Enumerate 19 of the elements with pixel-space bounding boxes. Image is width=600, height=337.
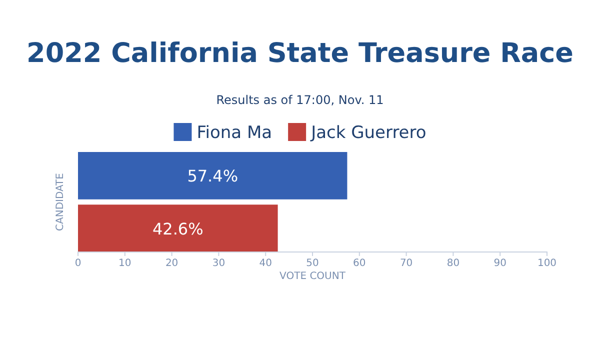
data-label: 42.6% [152, 219, 204, 238]
x-tick-label: 20 [165, 258, 178, 270]
chart-title: 2022 California State Treasure Race [26, 38, 574, 69]
x-tick-label: 0 [74, 258, 82, 270]
data-label: 57.4% [187, 166, 238, 186]
x-tick-label: 60 [353, 258, 366, 270]
x-tick-label: 100 [537, 258, 557, 270]
x-tick-label: 50 [306, 258, 319, 270]
x-tick-label: 30 [212, 258, 226, 270]
x-tick-label: 70 [400, 258, 413, 270]
x-tick-label: 90 [494, 258, 506, 270]
legend-label: Jack Guerrero [310, 123, 426, 143]
y-axis-title: CANDIDATE [55, 173, 66, 231]
legend-label: Fiona Ma [196, 123, 272, 143]
x-tick-label: 40 [259, 258, 272, 270]
x-tick-label: 10 [118, 258, 132, 270]
x-tick-label: 80 [446, 258, 460, 270]
chart-subtitle: Results as of 17:00, Nov. 11 [216, 93, 384, 107]
x-axis-title: VOTE COUNT [280, 271, 346, 282]
